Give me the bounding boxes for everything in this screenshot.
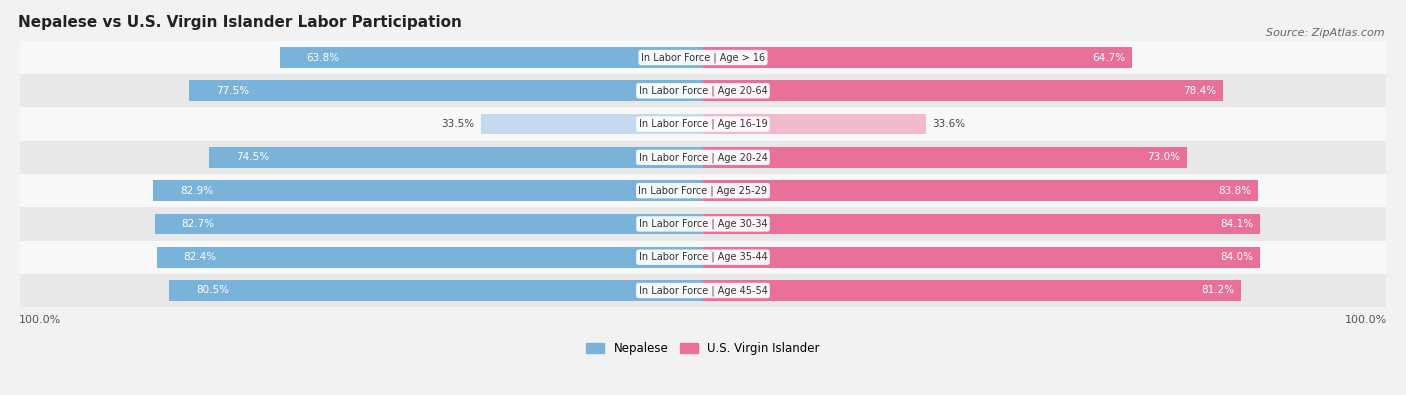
- Bar: [7, 207, 1399, 241]
- Text: 64.7%: 64.7%: [1092, 53, 1125, 62]
- Text: 82.4%: 82.4%: [183, 252, 217, 262]
- Bar: [7, 174, 1399, 207]
- Text: 33.5%: 33.5%: [441, 119, 474, 129]
- Legend: Nepalese, U.S. Virgin Islander: Nepalese, U.S. Virgin Islander: [582, 337, 824, 360]
- Text: In Labor Force | Age 25-29: In Labor Force | Age 25-29: [638, 185, 768, 196]
- Text: Nepalese vs U.S. Virgin Islander Labor Participation: Nepalese vs U.S. Virgin Islander Labor P…: [17, 15, 461, 30]
- Bar: [7, 41, 1399, 74]
- Text: In Labor Force | Age 30-34: In Labor Force | Age 30-34: [638, 219, 768, 229]
- Text: Source: ZipAtlas.com: Source: ZipAtlas.com: [1267, 28, 1385, 38]
- Bar: [703, 280, 1241, 301]
- Text: In Labor Force | Age 45-54: In Labor Force | Age 45-54: [638, 285, 768, 296]
- Bar: [703, 47, 1132, 68]
- Bar: [209, 147, 703, 168]
- Bar: [169, 280, 703, 301]
- Bar: [481, 114, 703, 134]
- Bar: [157, 247, 703, 267]
- Text: 74.5%: 74.5%: [236, 152, 269, 162]
- Text: 63.8%: 63.8%: [307, 53, 340, 62]
- Bar: [190, 81, 703, 101]
- Text: 78.4%: 78.4%: [1182, 86, 1216, 96]
- Text: 82.9%: 82.9%: [180, 186, 214, 196]
- Bar: [703, 181, 1258, 201]
- Text: 81.2%: 81.2%: [1202, 286, 1234, 295]
- Bar: [703, 214, 1260, 234]
- Text: 84.1%: 84.1%: [1220, 219, 1254, 229]
- Text: In Labor Force | Age 35-44: In Labor Force | Age 35-44: [638, 252, 768, 262]
- Text: In Labor Force | Age > 16: In Labor Force | Age > 16: [641, 52, 765, 63]
- Text: 83.8%: 83.8%: [1219, 186, 1251, 196]
- Bar: [7, 274, 1399, 307]
- Bar: [153, 181, 703, 201]
- Text: 80.5%: 80.5%: [195, 286, 229, 295]
- Bar: [703, 81, 1223, 101]
- Bar: [7, 241, 1399, 274]
- Text: 82.7%: 82.7%: [181, 219, 215, 229]
- Bar: [7, 141, 1399, 174]
- Bar: [7, 107, 1399, 141]
- Text: 73.0%: 73.0%: [1147, 152, 1180, 162]
- Bar: [155, 214, 703, 234]
- Bar: [703, 147, 1187, 168]
- Text: 84.0%: 84.0%: [1220, 252, 1253, 262]
- Bar: [703, 247, 1260, 267]
- Text: 77.5%: 77.5%: [215, 86, 249, 96]
- Bar: [703, 114, 925, 134]
- Bar: [280, 47, 703, 68]
- Text: In Labor Force | Age 20-64: In Labor Force | Age 20-64: [638, 86, 768, 96]
- Text: In Labor Force | Age 16-19: In Labor Force | Age 16-19: [638, 119, 768, 129]
- Text: 33.6%: 33.6%: [932, 119, 966, 129]
- Text: In Labor Force | Age 20-24: In Labor Force | Age 20-24: [638, 152, 768, 163]
- Bar: [7, 74, 1399, 107]
